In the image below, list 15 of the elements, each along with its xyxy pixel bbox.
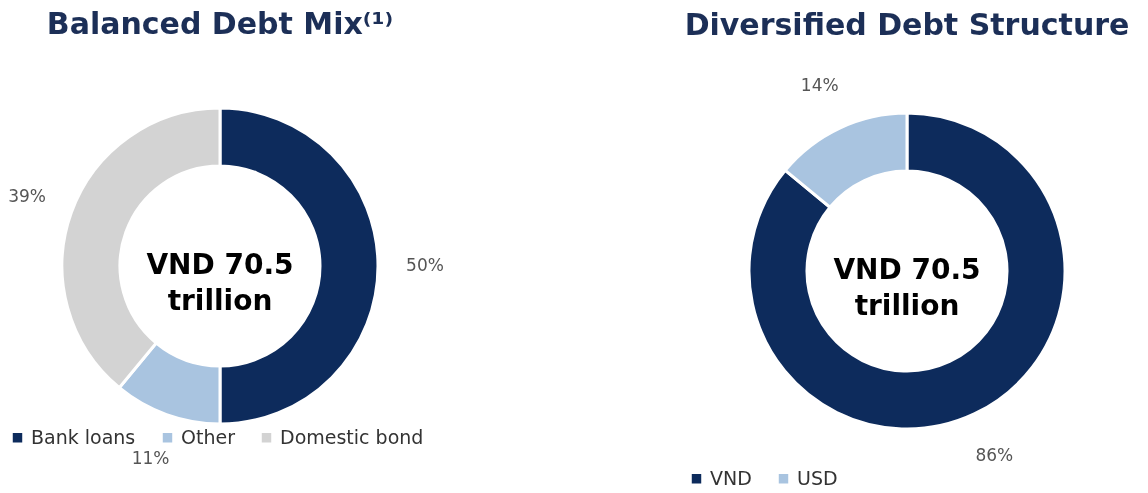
legend-label: USD xyxy=(797,466,838,489)
chart-title: Balanced Debt Mix⁽¹⁾ xyxy=(46,6,394,41)
legend-label: Other xyxy=(181,425,236,448)
data-label: 11% xyxy=(131,447,170,468)
data-label: 14% xyxy=(800,74,839,95)
legend-label: Bank loans xyxy=(31,425,136,448)
legend-label: Domestic bond xyxy=(280,425,424,448)
data-label: 50% xyxy=(406,255,444,275)
chart-title: Diversified Debt Structure xyxy=(684,6,1130,42)
legend-label: VND xyxy=(710,466,752,489)
data-label: 86% xyxy=(975,445,1014,466)
text: VND 70.5 trillion xyxy=(833,253,981,322)
donut-slice xyxy=(747,111,1067,431)
data-label: 39% xyxy=(8,185,47,206)
text: VND 70.5 trillion xyxy=(146,248,294,317)
